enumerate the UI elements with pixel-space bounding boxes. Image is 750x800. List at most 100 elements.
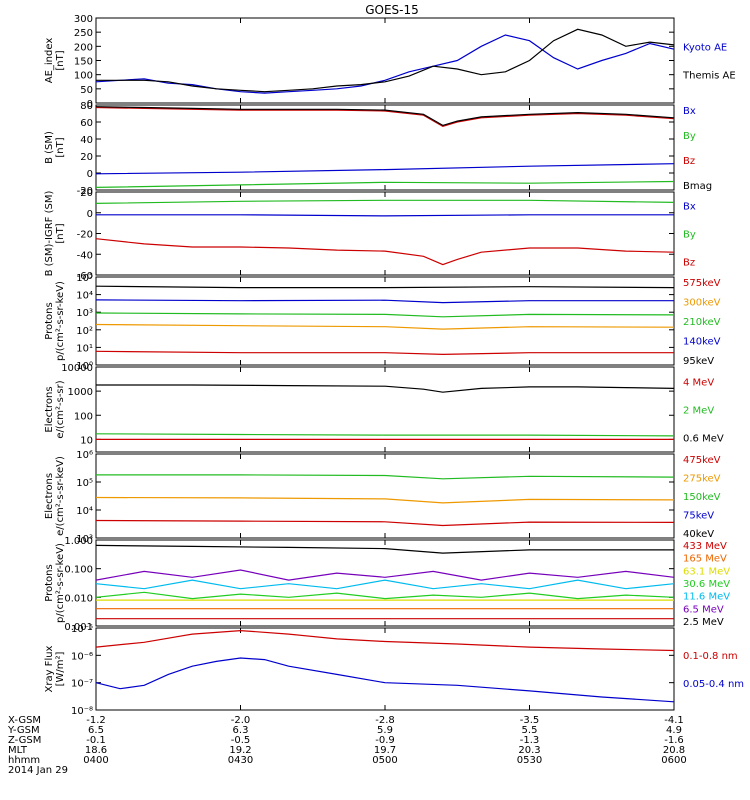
legend-entry: By: [683, 131, 696, 142]
series-line-0-6-mev: [96, 384, 675, 393]
y-tick-label: 0.001: [64, 622, 93, 633]
series-line-475kev: [95, 519, 675, 527]
series-line-0-05-0-4-nm: [95, 657, 675, 703]
series-line-0-1-0-8-nm: [95, 629, 675, 652]
panel-2: 80 60 40 20 0 -20 B (SM) [nT] Bx By Bz Bmag: [44, 101, 712, 197]
series-line-bz: [95, 238, 675, 266]
y-tick-label: 0: [87, 99, 93, 110]
series-line-by: [95, 199, 675, 204]
y-tick-label: 10⁵: [76, 478, 93, 489]
legend-entry: 140keV: [683, 337, 721, 348]
y-tick-label: 1000: [68, 387, 93, 398]
y-tick-label: 40: [80, 135, 93, 146]
series-line-2-mev: [95, 433, 675, 437]
x-axis-value: 5.5: [522, 725, 538, 736]
x-axis-value: 0530: [517, 755, 542, 766]
legend-entry: Kyoto AE: [683, 43, 727, 54]
y-axis-label: Xray Flux: [44, 645, 55, 692]
y-tick-label: 20: [80, 188, 93, 199]
legend-entry: Themis AE: [682, 71, 736, 82]
y-tick-label: 10: [80, 435, 93, 446]
x-axis-value: 6.3: [233, 725, 249, 736]
y-tick-label: 300: [74, 14, 93, 25]
series-line-575kev: [95, 350, 674, 356]
y-tick-label: 80: [80, 101, 93, 112]
legend-entry: Bmag: [683, 181, 712, 192]
x-axis-value: -1.6: [664, 735, 684, 746]
x-axis-row-label: MLT: [8, 745, 28, 756]
y-tick-label: 100: [74, 71, 93, 82]
y-tick-label: 10000: [61, 363, 93, 374]
y-axis-label: p/(cm²-s-sr-keV): [55, 543, 66, 623]
x-axis-value: -2.8: [375, 715, 395, 726]
legend-entry: 150keV: [683, 492, 721, 503]
panel-6: 10⁶ 10⁵ 10⁴ 10³ Electrons e/(cm²-s-sr-keV) 475…: [44, 450, 721, 545]
y-tick-label: 60: [80, 118, 93, 129]
legend-entry: 300keV: [683, 298, 721, 309]
y-tick-label: -20: [77, 230, 93, 241]
x-axis-value: 18.6: [85, 745, 107, 756]
x-axis-value: 0400: [83, 755, 108, 766]
y-tick-label: 10¹: [76, 343, 93, 354]
y-tick-label: 10⁴: [76, 291, 93, 302]
x-axis-value: 0600: [661, 755, 686, 766]
series-line-bx: [96, 214, 674, 217]
date-label: 2014 Jan 29: [8, 765, 68, 776]
x-axis-table: X-GSM -1.2 -2.0 -2.8 -3.5 -4.1 Y-GSM 6.5 6.3 5.9 5…: [7, 715, 687, 766]
panel-frame: [95, 453, 675, 539]
y-axis-label: [nT]: [55, 223, 66, 243]
y-tick-label: 10³: [76, 534, 93, 545]
y-tick-label: 0.100: [64, 565, 93, 576]
x-axis-row-label: Y-GSM: [7, 725, 40, 736]
legend-entry: Bz: [683, 156, 695, 167]
panel-1: 300 250 200 150 100 50 0 AE_index [nT] Kyoto AE Th…: [44, 14, 736, 110]
y-tick-label: -60: [77, 271, 93, 282]
x-axis-value: 20.3: [518, 745, 540, 756]
legend-entry: Bx: [683, 202, 696, 213]
x-axis-value: -0.9: [375, 735, 395, 746]
legend-entry: 95keV: [683, 356, 714, 367]
y-axis-label: e/(cm²-s-sr-keV): [55, 456, 66, 536]
x-axis-value: 4.9: [666, 725, 682, 736]
y-tick-label: 10²: [76, 326, 93, 337]
series-line-150kev: [96, 474, 675, 480]
panel-3: 20 0 -20 -40 -60 B (SM)-IGRF (SM) [nT] Bx By Bz: [44, 188, 696, 282]
y-axis-label: Protons: [44, 564, 55, 601]
legend-entry: 2.5 MeV: [683, 617, 724, 628]
y-tick-label: 10⁵: [76, 273, 93, 284]
y-tick-label: 10⁻⁷: [71, 679, 93, 690]
y-axis-label: Electrons: [44, 473, 55, 519]
series-line-kyoto-ae: [95, 34, 675, 94]
panel-8: 10⁻⁵ 10⁻⁶ 10⁻⁷ 10⁻⁸ Xray Flux [W/m²] 0.1-0.8 n…: [44, 624, 744, 717]
panel-frame: [95, 104, 675, 191]
series-line-bx: [95, 163, 675, 175]
x-axis-value: -2.0: [231, 715, 251, 726]
y-tick-label: -20: [77, 186, 93, 197]
y-axis-label: B (SM): [44, 131, 55, 164]
y-tick-label: 10⁰: [76, 361, 93, 372]
x-axis-value: -4.1: [664, 715, 684, 726]
legend-entry: 433 MeV: [683, 541, 727, 552]
y-axis-label: B (SM)-IGRF (SM): [44, 191, 55, 277]
y-tick-label: 1.000: [64, 536, 93, 547]
y-tick-label: 10⁻⁸: [71, 706, 93, 717]
panel-7: 1.000 0.100 0.010 0.001 Protons p/(cm²-s-sr-k…: [44, 536, 730, 633]
x-axis-row-label: hhmm: [8, 755, 40, 766]
series-line-275kev: [95, 496, 675, 504]
x-axis-value: 5.9: [377, 725, 393, 736]
y-axis-label: Protons: [44, 302, 55, 339]
y-axis-label: Electrons: [44, 386, 55, 432]
legend-entry: 11.6 MeV: [683, 592, 730, 603]
legend-entry: 63.1 MeV: [683, 566, 730, 577]
series-line-11-6-mev: [95, 579, 675, 590]
series-line-bmag: [95, 106, 675, 127]
y-tick-label: 200: [74, 42, 93, 53]
y-tick-label: 0: [87, 169, 93, 180]
panel-5: 10000 1000 100 10 Electrons e/(cm²-s-sr) 4 MeV…: [44, 363, 724, 453]
series-line-themis-ae: [96, 28, 675, 93]
series-line-6-5-mev: [95, 569, 675, 581]
x-axis-value: -0.1: [86, 735, 106, 746]
y-tick-label: 0.010: [64, 593, 93, 604]
panel-4: 10⁵ 10⁴ 10³ 10² 10¹ 10⁰ Protons p/(cm²-s-sr-keV…: [44, 273, 721, 372]
